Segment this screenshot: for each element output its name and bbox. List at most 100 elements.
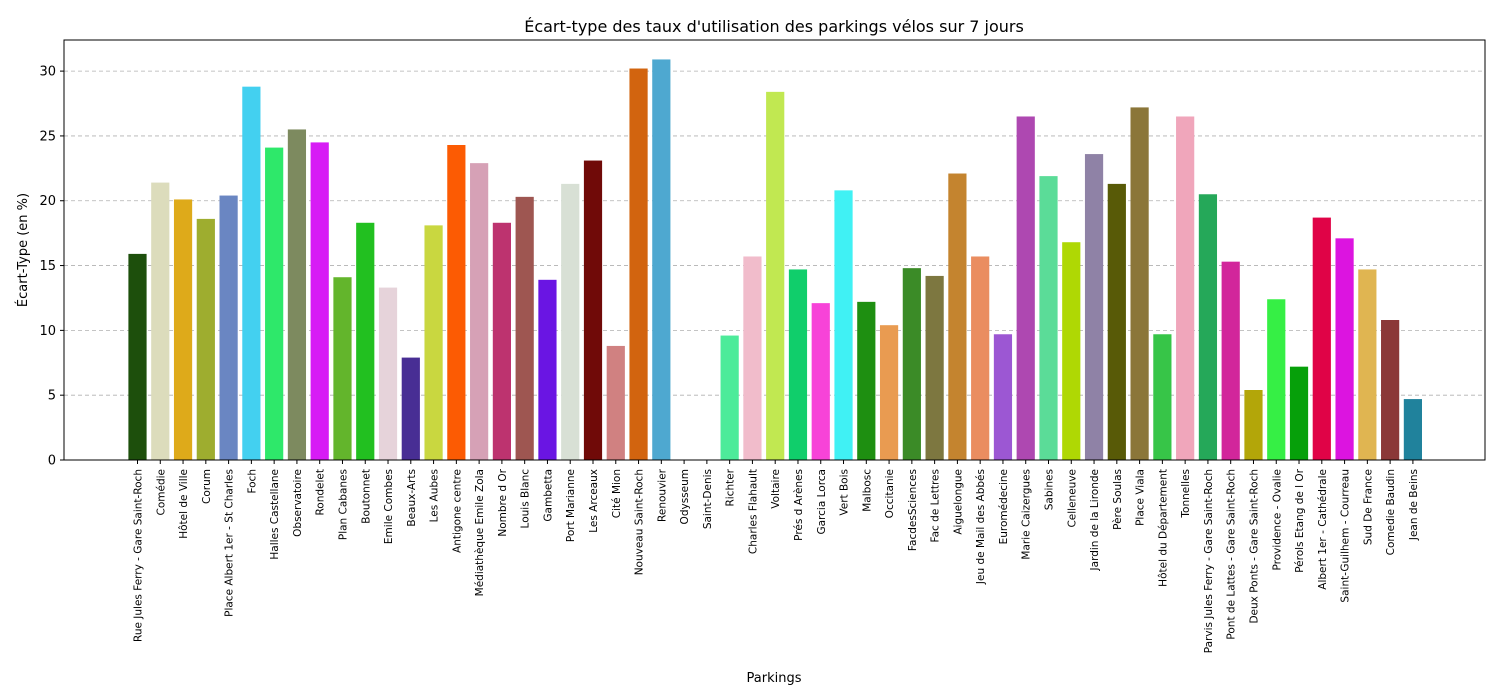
x-tick-label: Place Viala <box>1135 469 1147 526</box>
x-tick-label: Garcia Lorca <box>816 469 828 535</box>
x-tick-label: Albert 1er - Cathédrale <box>1317 469 1329 590</box>
bar <box>1221 261 1240 460</box>
bar <box>1107 183 1126 460</box>
x-tick-label: Saint-Guilhem - Courreau <box>1340 469 1352 603</box>
x-tick-label: Deux Ponts - Gare Saint-Roch <box>1248 469 1260 624</box>
bar <box>1335 238 1354 460</box>
x-tick-label: Rondelet <box>315 469 327 516</box>
bar <box>492 222 511 460</box>
y-tick-label: 20 <box>39 194 56 209</box>
x-tick-label: Rue Jules Ferry - Gare Saint-Roch <box>133 469 145 642</box>
y-tick-label: 15 <box>39 259 56 274</box>
bar <box>1244 390 1263 460</box>
x-tick-label: Euromédecine <box>998 469 1010 544</box>
x-tick-label: Nombre d Or <box>497 468 509 536</box>
bar <box>879 325 899 460</box>
y-axis-label: Écart-Type (en %) <box>15 193 31 307</box>
bar <box>287 129 307 460</box>
bar <box>1176 116 1195 461</box>
x-tick-label: Halles Castellane <box>269 469 281 560</box>
bar <box>128 253 147 460</box>
x-axis-ticks: Rue Jules Ferry - Gare Saint-Roch Comédie… <box>133 460 1420 653</box>
x-tick-label: Comédie <box>155 469 167 516</box>
bar <box>173 199 193 460</box>
x-tick-label: Port Marianne <box>565 469 577 542</box>
x-tick-label: Hôtel de Ville <box>178 469 190 539</box>
bar <box>993 334 1013 460</box>
bar <box>1198 194 1218 460</box>
bar <box>356 222 375 460</box>
x-tick-label: Cité Mion <box>611 469 623 518</box>
bar <box>242 86 261 461</box>
bar <box>857 301 876 460</box>
bar <box>902 268 921 460</box>
x-tick-label: Sud De France <box>1362 469 1374 545</box>
x-tick-label: Pérols Etang de l Or <box>1294 468 1306 572</box>
x-tick-label: Les Aubes <box>429 469 441 522</box>
x-tick-label: Jean de Beins <box>1408 469 1420 541</box>
x-axis-label: Parkings <box>747 671 802 686</box>
x-tick-label: Aiguelongue <box>952 469 964 535</box>
bar <box>196 218 215 460</box>
x-tick-label: Hôtel du Département <box>1157 469 1169 587</box>
x-tick-label: Marie Caizergues <box>1021 469 1033 560</box>
x-tick-label: Malbosc <box>861 469 873 512</box>
x-tick-label: Voltaire <box>770 469 782 509</box>
bar <box>1016 116 1035 461</box>
x-tick-label: Saint-Denis <box>702 469 714 529</box>
bar <box>1153 334 1172 460</box>
bar <box>1381 320 1400 460</box>
x-tick-label: Antigone centre <box>451 469 463 553</box>
y-axis-ticks: 0 5 10 15 20 25 30 <box>39 65 64 469</box>
x-tick-label: Beaux-Arts <box>406 469 418 527</box>
bar <box>1130 107 1149 460</box>
x-tick-label: Corum <box>201 469 213 504</box>
bar <box>219 195 238 461</box>
y-tick-label: 10 <box>39 324 56 339</box>
bar <box>515 196 534 460</box>
bar <box>447 145 466 460</box>
x-tick-label: Place Albert 1er - St Charles <box>224 469 236 617</box>
bar <box>310 142 329 460</box>
bar <box>925 275 944 460</box>
x-tick-label: Parvis Jules Ferry - Gare Saint-Roch <box>1203 469 1215 653</box>
x-tick-label: Observatoire <box>292 469 304 537</box>
bar <box>1289 366 1309 460</box>
bar <box>470 163 489 461</box>
bar <box>561 183 580 460</box>
bars <box>128 59 1422 461</box>
x-tick-label: Prés d Arènes <box>793 469 805 541</box>
x-tick-label: Louis Blanc <box>520 469 532 529</box>
bar <box>743 256 762 460</box>
bar <box>720 335 739 460</box>
x-tick-label: Boutonnet <box>360 469 372 524</box>
bar <box>401 357 420 460</box>
bar <box>629 68 648 460</box>
y-tick-label: 5 <box>48 389 56 404</box>
bar <box>265 147 284 460</box>
x-tick-label: Emile Combes <box>383 469 395 544</box>
x-tick-label: Jardin de la Lironde <box>1089 469 1101 571</box>
x-tick-label: Richter <box>725 468 737 506</box>
x-tick-label: Celleneuve <box>1066 469 1078 528</box>
bar <box>811 303 830 460</box>
bar <box>583 160 603 461</box>
x-tick-label: Renouvier <box>656 468 668 522</box>
x-tick-label: Occitanie <box>884 469 896 518</box>
bar <box>971 256 990 460</box>
bar <box>1358 269 1377 460</box>
bar <box>652 59 671 460</box>
y-tick-label: 25 <box>39 129 56 144</box>
bar <box>333 277 352 460</box>
bar <box>948 173 967 460</box>
x-tick-label: Odysseum <box>679 469 691 524</box>
bar <box>788 269 808 460</box>
bar <box>766 91 785 460</box>
x-tick-label: Foch <box>246 469 258 494</box>
x-tick-label: FacdesSciences <box>907 469 919 551</box>
x-tick-label: Fac de Lettres <box>930 469 942 542</box>
x-tick-label: Nouveau Saint-Roch <box>634 469 646 575</box>
x-tick-label: Sabines <box>1044 469 1056 510</box>
bar <box>538 279 557 460</box>
